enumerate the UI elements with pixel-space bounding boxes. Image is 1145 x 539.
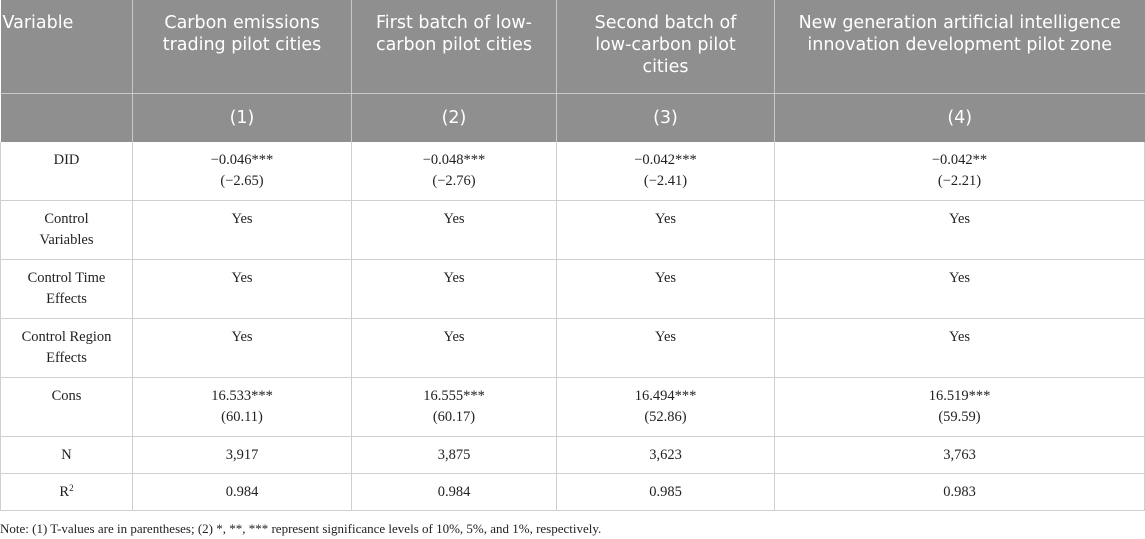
control-variables-cell-1: Yes xyxy=(132,200,352,260)
control-time-cell-2: Yes xyxy=(351,259,557,319)
t-value: (−2.76) xyxy=(432,172,476,189)
label-line: Control Region xyxy=(21,329,112,345)
row-label-r-squared: R2 xyxy=(0,473,133,511)
n-cell-2: 3,875 xyxy=(351,436,557,474)
label-line: Effects xyxy=(46,291,87,307)
control-time-cell-4: Yes xyxy=(774,259,1145,319)
control-time-cell-1: Yes xyxy=(132,259,352,319)
label-line: Variables xyxy=(39,232,94,248)
header-first-batch-low-carbon: First batch of low- carbon pilot cities xyxy=(351,0,557,93)
n-cell-4: 3,763 xyxy=(774,436,1145,474)
header-line: carbon pilot cities xyxy=(375,35,533,55)
header-line: First batch of low- xyxy=(376,13,532,33)
header-line: New generation artificial intelligence xyxy=(798,13,1121,33)
coefficient: 16.494*** xyxy=(634,388,697,404)
row-label-control-variables: Control Variables xyxy=(0,200,133,260)
control-region-cell-4: Yes xyxy=(774,318,1145,378)
row-label-control-region-effects: Control Region Effects xyxy=(0,318,133,378)
header-line: innovation development pilot zone xyxy=(807,35,1113,55)
t-value: (−2.21) xyxy=(937,172,982,189)
coefficient: −0.042*** xyxy=(634,151,697,168)
did-cell-1: −0.046*** (−2.65) xyxy=(132,141,352,201)
model-number-4: (4) xyxy=(774,92,1145,142)
n-cell-1: 3,917 xyxy=(132,436,352,474)
did-cell-4: −0.042** (−2.21) xyxy=(774,141,1145,201)
model-number-3: (3) xyxy=(556,92,775,142)
t-value: (52.86) xyxy=(644,409,687,425)
header-ai-innovation-pilot-zone: New generation artificial intelligence i… xyxy=(774,0,1145,93)
header-carbon-emissions-trading: Carbon emissions trading pilot cities xyxy=(132,0,352,93)
table-row-n: N 3,917 3,875 3,623 3,763 xyxy=(0,436,1145,474)
table-row-control-region-effects: Control Region Effects Yes Yes Yes Yes xyxy=(0,318,1145,378)
table-header: Variable Carbon emissions trading pilot … xyxy=(0,0,1145,142)
r-squared-cell-4: 0.983 xyxy=(774,473,1145,511)
cons-cell-4: 16.519*** (59.59) xyxy=(774,377,1145,437)
did-cell-2: −0.048*** (−2.76) xyxy=(351,141,557,201)
t-value: (−2.41) xyxy=(643,172,688,189)
header-empty-cell xyxy=(0,92,133,142)
t-value: (60.11) xyxy=(221,409,263,425)
header-row-titles: Variable Carbon emissions trading pilot … xyxy=(0,0,1145,93)
table-body: DID −0.046*** (−2.65) −0.048*** (−2.76) … xyxy=(0,141,1145,511)
coefficient: 16.555*** xyxy=(423,388,485,404)
coefficient: −0.048*** xyxy=(422,151,486,168)
t-value: (−2.65) xyxy=(220,172,264,189)
coefficient: 16.519*** xyxy=(928,388,991,404)
r-squared-cell-1: 0.984 xyxy=(132,473,352,511)
coefficient: −0.042** xyxy=(931,151,988,168)
cons-cell-1: 16.533*** (60.11) xyxy=(132,377,352,437)
header-row-model-numbers: (1) (2) (3) (4) xyxy=(0,92,1145,142)
r-squared-cell-3: 0.985 xyxy=(556,473,775,511)
r-squared-base: R xyxy=(59,484,70,500)
label-line: Control Time xyxy=(27,270,106,286)
table-row-r-squared: R2 0.984 0.984 0.985 0.983 xyxy=(0,473,1145,511)
table-row-control-time-effects: Control Time Effects Yes Yes Yes Yes xyxy=(0,259,1145,319)
row-label-control-time-effects: Control Time Effects xyxy=(0,259,133,319)
model-number-2: (2) xyxy=(351,92,557,142)
cons-cell-3: 16.494*** (52.86) xyxy=(556,377,775,437)
did-cell-3: −0.042*** (−2.41) xyxy=(556,141,775,201)
header-line: low-carbon pilot xyxy=(595,35,736,55)
control-variables-cell-3: Yes xyxy=(556,200,775,260)
row-label-cons: Cons xyxy=(0,377,133,437)
header-line: trading pilot cities xyxy=(162,35,322,55)
t-value: (59.59) xyxy=(938,409,981,425)
t-value: (60.17) xyxy=(432,409,476,425)
label-line: Control xyxy=(44,211,89,227)
table-row-did: DID −0.046*** (−2.65) −0.048*** (−2.76) … xyxy=(0,141,1145,201)
header-line: cities xyxy=(642,57,689,77)
table-row-cons: Cons 16.533*** (60.11) 16.555*** (60.17)… xyxy=(0,377,1145,437)
header-line: Carbon emissions xyxy=(164,13,320,33)
model-number-1: (1) xyxy=(132,92,352,142)
control-region-cell-2: Yes xyxy=(351,318,557,378)
control-variables-cell-2: Yes xyxy=(351,200,557,260)
regression-results-table: Variable Carbon emissions trading pilot … xyxy=(0,0,1145,511)
coefficient: −0.046*** xyxy=(210,151,274,168)
control-region-cell-1: Yes xyxy=(132,318,352,378)
r-squared-superscript: 2 xyxy=(69,483,74,493)
n-cell-3: 3,623 xyxy=(556,436,775,474)
header-second-batch-low-carbon: Second batch of low-carbon pilot cities xyxy=(556,0,775,93)
table-row-control-variables: Control Variables Yes Yes Yes Yes xyxy=(0,200,1145,260)
cons-cell-2: 16.555*** (60.17) xyxy=(351,377,557,437)
row-label-n: N xyxy=(0,436,133,474)
table-note: Note: (1) T-values are in parentheses; (… xyxy=(0,521,602,536)
control-region-cell-3: Yes xyxy=(556,318,775,378)
label-line: Effects xyxy=(46,350,87,366)
control-variables-cell-4: Yes xyxy=(774,200,1145,260)
row-label-did: DID xyxy=(0,141,133,201)
header-line: Second batch of xyxy=(594,13,737,33)
header-variable: Variable xyxy=(0,0,133,93)
control-time-cell-3: Yes xyxy=(556,259,775,319)
coefficient: 16.533*** xyxy=(211,388,273,404)
r-squared-cell-2: 0.984 xyxy=(351,473,557,511)
